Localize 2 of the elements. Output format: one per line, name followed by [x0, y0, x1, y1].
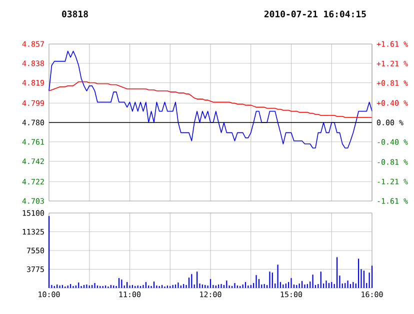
- chart-title: 03818: [62, 10, 88, 18]
- text: 2010-07-21 16:04:15: [264, 10, 366, 18]
